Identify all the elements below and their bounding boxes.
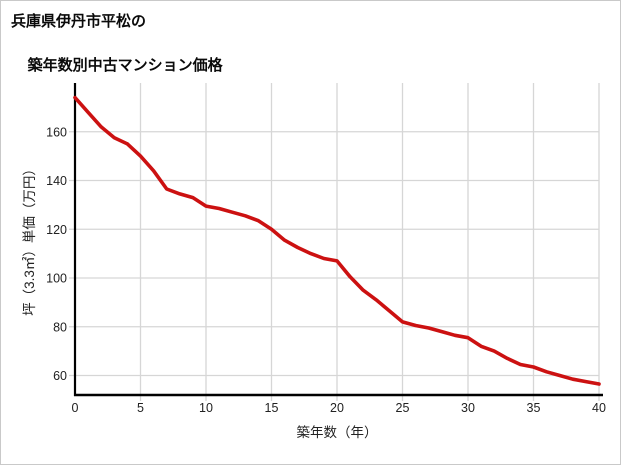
title-line-2: 築年数別中古マンション価格 [27, 57, 223, 74]
grid-layer [69, 83, 600, 401]
y-tick-label: 160 [46, 125, 67, 139]
price-line-series [73, 95, 601, 386]
y-tick-label: 60 [53, 369, 67, 383]
title-line-1: 兵庫県伊丹市平松の [11, 13, 147, 30]
y-tick-label: 80 [53, 320, 67, 334]
y-tick-label: 120 [46, 223, 67, 237]
page-title: 兵庫県伊丹市平松の 築年数別中古マンション価格 [11, 11, 223, 99]
tick-labels-layer: 60 80 100 120 140 160 0 5 10 15 20 25 30 35 40 [46, 125, 606, 415]
x-tick-label: 0 [72, 401, 79, 415]
y-tick-label: 100 [46, 272, 67, 286]
x-tick-label: 5 [137, 401, 144, 415]
x-tick-label: 25 [396, 401, 410, 415]
x-tick-label: 20 [330, 401, 344, 415]
x-tick-label: 10 [199, 401, 213, 415]
x-tick-label: 35 [527, 401, 541, 415]
x-tick-label: 30 [461, 401, 475, 415]
axes-layer [73, 83, 603, 397]
x-axis-label: 築年数（年） [297, 425, 378, 440]
y-axis-label: 坪（3.3㎡）単価（万円） [22, 162, 37, 316]
x-tick-label: 15 [265, 401, 279, 415]
y-tick-label: 140 [46, 174, 67, 188]
x-tick-label: 40 [592, 401, 606, 415]
